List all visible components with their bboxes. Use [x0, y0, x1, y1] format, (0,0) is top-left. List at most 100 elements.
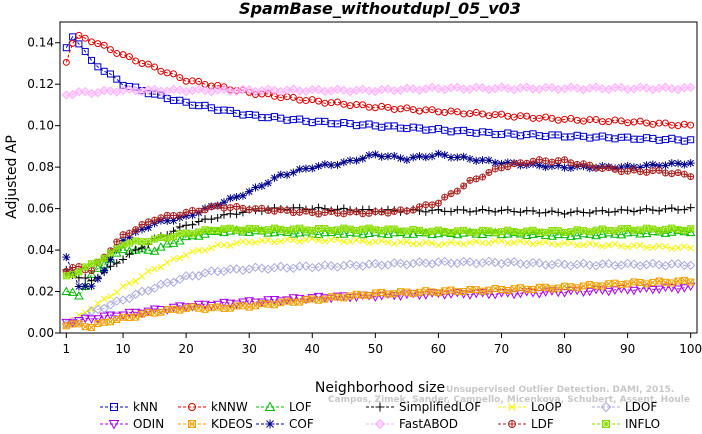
- data-point: [548, 158, 556, 166]
- data-point: [239, 238, 247, 245]
- data-point: [629, 259, 639, 269]
- data-point: [403, 227, 411, 235]
- data-point: [327, 226, 335, 234]
- data-point: [61, 286, 72, 296]
- data-point: [661, 119, 669, 127]
- data-point: [496, 82, 507, 92]
- data-point: [510, 207, 519, 216]
- data-point: [94, 299, 102, 307]
- data-point: [156, 86, 166, 96]
- data-point: [384, 103, 392, 111]
- data-point: [465, 207, 474, 216]
- data-point: [250, 262, 261, 273]
- data-point: [453, 187, 461, 195]
- data-point: [94, 63, 102, 71]
- data-point: [630, 242, 638, 249]
- data-point: [540, 288, 551, 297]
- data-point: [69, 264, 77, 272]
- data-point: [283, 235, 291, 243]
- data-point: [176, 211, 184, 219]
- data-point: [554, 208, 563, 217]
- data-point: [668, 245, 676, 252]
- data-point: [214, 241, 222, 249]
- data-point: [125, 229, 133, 237]
- data-point: [603, 287, 614, 297]
- axes-layer: 1 10 20 30 40 50 60 70 80 90 100 0.00 0.02 0.04 0.06 0.…: [27, 36, 702, 356]
- data-point: [603, 258, 614, 269]
- data-point: [383, 229, 393, 239]
- data-point: [296, 298, 304, 306]
- data-point: [377, 152, 386, 161]
- data-point: [67, 319, 78, 328]
- data-point: [680, 170, 688, 178]
- data-point: [320, 260, 330, 270]
- data-point: [106, 70, 114, 78]
- data-point: [327, 161, 336, 170]
- data-point: [220, 204, 228, 212]
- data-point: [113, 245, 121, 253]
- data-point: [479, 239, 486, 247]
- data-point: [214, 81, 222, 89]
- data-point: [686, 203, 695, 212]
- data-point: [403, 238, 411, 246]
- data-point: [182, 229, 190, 237]
- data-point: [422, 228, 430, 236]
- y-tick-label: 0.12: [27, 77, 54, 91]
- data-point: [503, 205, 512, 214]
- data-point: [327, 236, 335, 243]
- data-point: [169, 216, 178, 225]
- data-point: [88, 305, 95, 313]
- data-point: [195, 246, 203, 254]
- data-point: [395, 227, 406, 236]
- data-point: [290, 236, 297, 244]
- data-point: [119, 236, 128, 245]
- legend-label: COF: [289, 417, 314, 431]
- watermark-authors: Campos, Zimek, Sander, Campello, Micenko…: [328, 395, 690, 405]
- legend-item-cof: COF: [256, 417, 314, 431]
- data-point: [611, 165, 619, 173]
- data-point: [106, 255, 115, 264]
- data-point: [680, 160, 689, 169]
- data-point: [687, 225, 695, 233]
- data-point: [428, 239, 436, 247]
- data-point: [453, 153, 462, 162]
- data-point: [541, 208, 550, 217]
- data-point: [516, 284, 524, 292]
- legend-label: FastABOD: [399, 417, 458, 431]
- data-point: [397, 238, 404, 246]
- data-point: [188, 211, 197, 220]
- data-point: [668, 170, 676, 178]
- data-point: [402, 155, 411, 164]
- data-point: [498, 237, 505, 245]
- legend-marker: [108, 420, 120, 430]
- data-point: [567, 114, 575, 122]
- data-point: [296, 208, 304, 216]
- data-point: [168, 84, 179, 95]
- data-point: [542, 238, 549, 246]
- data-point: [395, 292, 406, 302]
- data-point: [334, 236, 341, 243]
- data-point: [174, 235, 185, 245]
- data-point: [326, 261, 336, 271]
- data-point: [466, 228, 474, 236]
- data-point: [479, 173, 487, 181]
- data-point: [528, 229, 538, 238]
- data-point: [472, 228, 480, 236]
- series-knn: [62, 33, 695, 145]
- data-point: [219, 198, 228, 207]
- data-point: [616, 284, 627, 294]
- data-point: [403, 207, 411, 215]
- data-point: [434, 149, 443, 158]
- legend-marker: [375, 402, 385, 412]
- data-point: [561, 156, 569, 164]
- data-point: [264, 226, 272, 234]
- data-point: [239, 204, 247, 212]
- data-point: [288, 229, 299, 238]
- data-point: [100, 295, 108, 303]
- data-point: [674, 277, 682, 285]
- data-point: [125, 53, 133, 61]
- data-point: [466, 176, 474, 184]
- data-point: [213, 213, 222, 222]
- data-point: [195, 77, 203, 85]
- data-point: [94, 258, 102, 266]
